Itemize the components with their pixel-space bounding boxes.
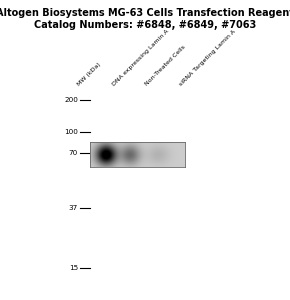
Text: MW (kDa): MW (kDa): [77, 62, 102, 87]
Text: 37: 37: [69, 205, 78, 211]
Text: 15: 15: [69, 265, 78, 271]
Text: siRNA Targeting Lamin A: siRNA Targeting Lamin A: [178, 29, 237, 87]
Text: 200: 200: [64, 97, 78, 103]
Text: 100: 100: [64, 129, 78, 135]
Text: DNA expressing Lamin A: DNA expressing Lamin A: [111, 29, 170, 87]
Text: 70: 70: [69, 150, 78, 156]
Text: Non-Treated Cells: Non-Treated Cells: [144, 45, 187, 87]
Text: Altogen Biosystems MG-63 Cells Transfection Reagent
Catalog Numbers: #6848, #684: Altogen Biosystems MG-63 Cells Transfect…: [0, 8, 290, 30]
